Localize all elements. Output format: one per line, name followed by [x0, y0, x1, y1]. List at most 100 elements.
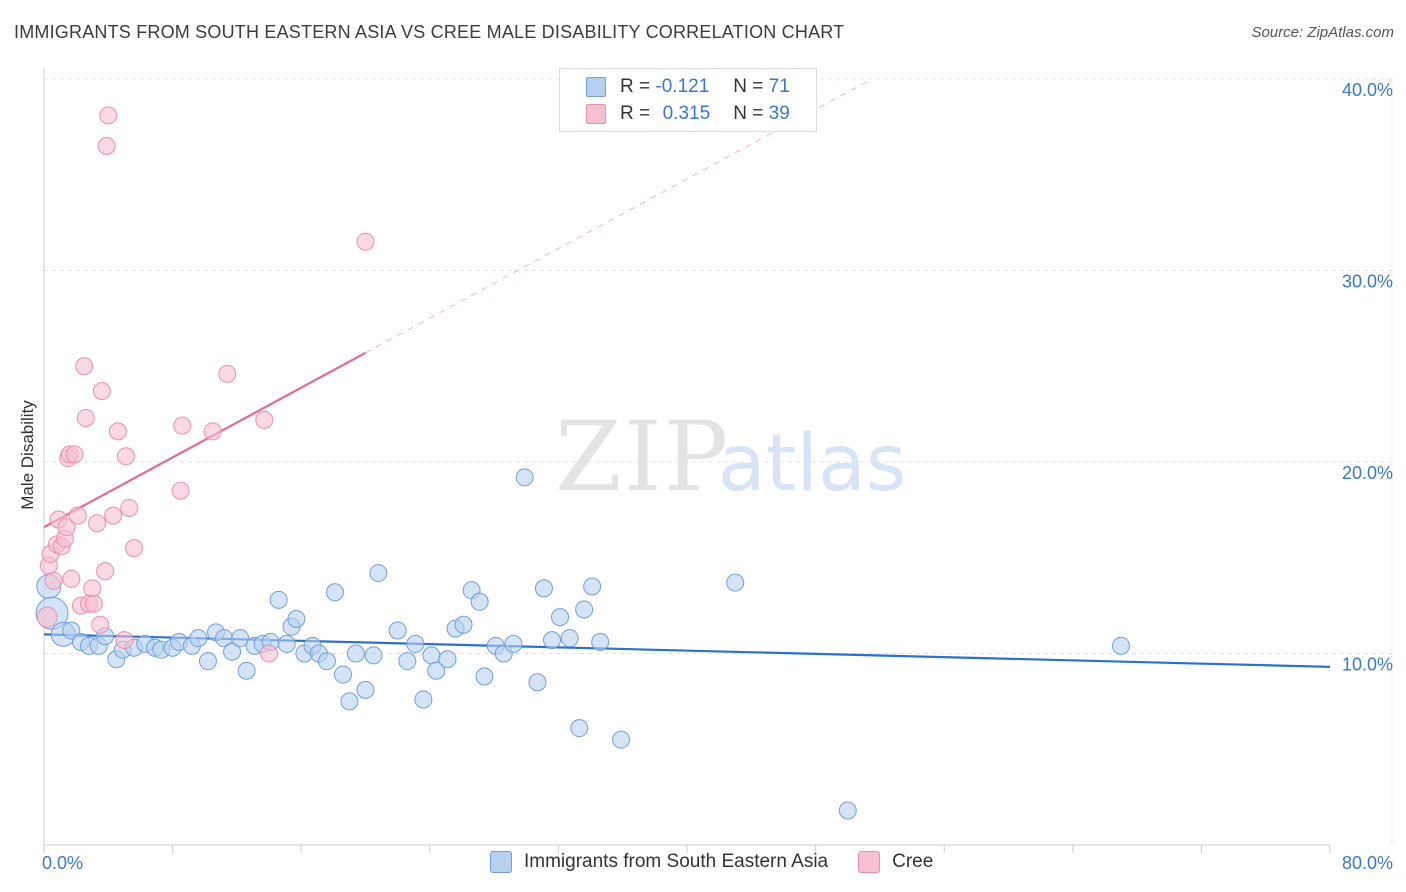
watermark: ZIP atlas	[555, 401, 907, 513]
data-point-immigrants	[560, 629, 579, 648]
trendline-cree	[43, 351, 367, 529]
data-point-immigrants	[356, 680, 375, 699]
data-point-immigrants	[189, 629, 208, 648]
data-point-cree	[255, 410, 274, 429]
y-tick-label: 40.0%	[1342, 80, 1393, 100]
data-point-immigrants	[333, 665, 352, 684]
data-point-immigrants	[515, 468, 534, 487]
data-point-cree	[92, 382, 111, 401]
data-point-immigrants	[726, 573, 745, 592]
data-point-cree	[104, 506, 123, 525]
data-point-cree	[57, 518, 76, 537]
data-point-cree	[96, 562, 115, 581]
legend-row-blue: R = -0.121 N = 71	[586, 74, 790, 100]
data-point-immigrants	[422, 646, 441, 665]
legend-r-value: -0.121	[655, 76, 710, 97]
data-point-cree	[218, 364, 237, 383]
chart-title: IMMIGRANTS FROM SOUTH EASTERN ASIA VS CR…	[14, 22, 845, 42]
data-point-immigrants	[198, 652, 217, 671]
data-point-cree	[120, 498, 139, 517]
data-point-cree	[83, 579, 102, 598]
data-point-immigrants	[583, 577, 602, 596]
data-point-immigrants	[470, 592, 489, 611]
x-tick-label: 80.0%	[1342, 853, 1393, 873]
data-point-cree	[68, 506, 87, 525]
data-point-cree	[36, 606, 58, 628]
axes	[43, 68, 1331, 853]
legend-swatch-immigrants	[490, 851, 512, 873]
data-point-cree	[99, 106, 118, 125]
data-point-cree	[203, 422, 222, 441]
series-legend: Immigrants from South Eastern Asia Cree	[490, 851, 963, 873]
legend-swatch-pink	[586, 104, 606, 124]
data-point-cree	[173, 416, 192, 435]
data-point-cree	[171, 481, 190, 500]
legend-label-cree: Cree	[892, 851, 934, 872]
legend-n-label: N =	[733, 103, 764, 124]
data-point-immigrants	[398, 652, 417, 671]
data-point-immigrants	[575, 600, 594, 619]
data-point-immigrants	[237, 661, 256, 680]
legend-r-label: R =	[620, 76, 651, 97]
y-tick-label: 30.0%	[1342, 272, 1393, 292]
data-point-immigrants	[231, 629, 250, 648]
data-point-cree	[76, 408, 95, 427]
data-point-immigrants	[269, 590, 288, 609]
data-point-cree	[88, 514, 107, 533]
data-point-immigrants	[570, 719, 589, 738]
correlation-legend: R = -0.121 N = 71 R = 0.315 N = 39	[559, 68, 817, 132]
watermark-atlas: atlas	[718, 419, 907, 509]
data-point-cree	[116, 447, 135, 466]
data-point-immigrants	[475, 667, 494, 686]
data-point-immigrants	[438, 650, 457, 669]
data-point-immigrants	[612, 730, 631, 749]
data-point-cree	[108, 422, 127, 441]
data-point-immigrants	[325, 583, 344, 602]
source-label: Source: ZipAtlas.com	[1251, 24, 1394, 41]
legend-n-value: 39	[768, 103, 790, 124]
tick-labels: 10.0% 20.0% 30.0% 40.0% 0.0% 80.0%	[42, 80, 1393, 873]
legend-n-label: N =	[733, 76, 764, 97]
data-point-immigrants	[388, 621, 407, 640]
data-point-immigrants	[414, 690, 433, 709]
data-point-immigrants	[528, 673, 547, 692]
data-point-cree	[260, 644, 279, 663]
data-point-immigrants	[504, 634, 523, 653]
data-point-immigrants	[542, 631, 561, 650]
legend-n-value: 71	[768, 76, 790, 97]
data-point-immigrants	[317, 652, 336, 671]
data-point-immigrants	[287, 610, 306, 629]
legend-swatch-cree	[858, 851, 881, 873]
data-point-immigrants	[534, 579, 553, 598]
data-point-immigrants	[340, 692, 359, 711]
data-point-immigrants	[346, 644, 365, 663]
data-point-cree	[97, 137, 116, 156]
data-point-immigrants	[223, 642, 242, 661]
data-point-immigrants	[369, 564, 388, 583]
data-point-immigrants	[454, 615, 473, 634]
y-axis-label: Male Disability	[18, 400, 37, 510]
x-tick-label: 0.0%	[42, 853, 83, 873]
watermark-zip: ZIP	[555, 401, 730, 513]
data-point-immigrants	[591, 633, 610, 652]
data-point-cree	[115, 631, 134, 650]
legend-r-value: 0.315	[662, 103, 711, 124]
data-point-immigrants	[427, 661, 446, 680]
data-point-cree	[125, 539, 144, 558]
legend-item-immigrants: Immigrants from South Eastern Asia	[490, 851, 828, 873]
data-point-cree	[62, 569, 81, 588]
data-point-cree	[84, 594, 103, 613]
data-point-immigrants	[551, 608, 570, 627]
legend-item-cree: Cree	[858, 851, 933, 873]
data-point-cree	[44, 571, 63, 590]
data-point-immigrants	[277, 634, 296, 653]
legend-label-immigrants: Immigrants from South Eastern Asia	[524, 851, 829, 872]
data-point-immigrants	[1112, 636, 1131, 655]
legend-swatch-blue	[586, 77, 606, 97]
legend-r-label: R =	[620, 103, 651, 124]
data-point-cree	[91, 615, 110, 634]
data-point-immigrants	[406, 634, 425, 653]
trendlines	[43, 78, 1331, 669]
y-tick-label: 20.0%	[1342, 463, 1393, 483]
